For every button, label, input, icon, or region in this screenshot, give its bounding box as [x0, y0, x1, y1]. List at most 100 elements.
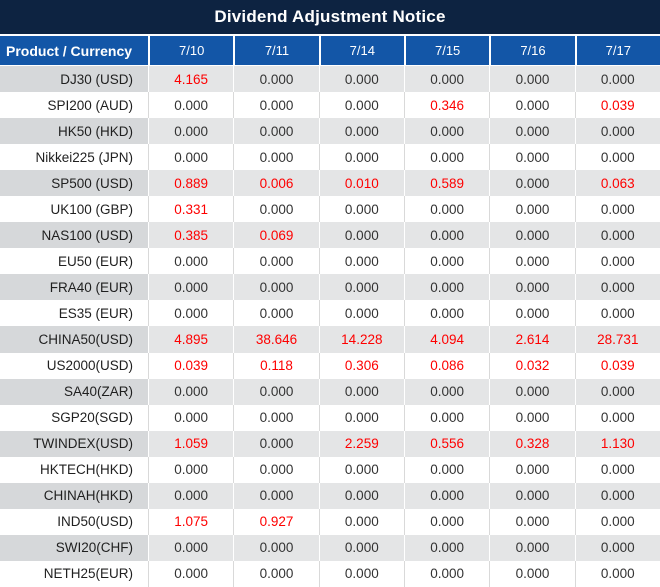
value-cell: 0.000 — [403, 300, 490, 327]
product-cell: EU50 (EUR) — [0, 248, 148, 275]
value-cell: 0.000 — [574, 404, 660, 431]
value-cell: 0.000 — [403, 66, 490, 93]
value-cell: 0.000 — [318, 534, 404, 561]
table-header: Product / Currency 7/10 7/11 7/14 7/15 7… — [0, 36, 660, 66]
product-cell: DJ30 (USD) — [0, 66, 148, 93]
value-cell: 0.000 — [489, 300, 575, 327]
value-cell: 0.039 — [574, 92, 660, 119]
value-cell: 0.000 — [489, 66, 575, 93]
value-cell: 0.000 — [318, 66, 404, 93]
product-cell: SWI20(CHF) — [0, 534, 148, 561]
value-cell: 0.000 — [574, 222, 660, 249]
table-row: SA40(ZAR) 0.000 0.000 0.000 0.000 0.000 0.000 — [0, 378, 660, 405]
value-cell: 0.306 — [318, 352, 404, 379]
value-cell: 0.000 — [489, 144, 575, 171]
value-cell: 0.000 — [489, 508, 575, 535]
value-cell: 0.000 — [489, 92, 575, 119]
value-cell: 4.165 — [148, 66, 234, 93]
value-cell: 0.006 — [233, 170, 319, 197]
table-row: CHINAH(HKD) 0.000 0.000 0.000 0.000 0.000 0.00… — [0, 482, 660, 509]
value-cell: 0.000 — [489, 274, 575, 301]
product-cell: UK100 (GBP) — [0, 196, 148, 223]
value-cell: 0.000 — [148, 274, 234, 301]
value-cell: 0.000 — [574, 560, 660, 587]
value-cell: 0.328 — [489, 430, 575, 457]
value-cell: 0.000 — [318, 560, 404, 587]
table-row: DJ30 (USD) 4.165 0.000 0.000 0.000 0.000 0.000 — [0, 66, 660, 93]
value-cell: 0.000 — [148, 560, 234, 587]
value-cell: 0.000 — [148, 300, 234, 327]
value-cell: 0.000 — [574, 274, 660, 301]
value-cell: 0.000 — [403, 144, 490, 171]
value-cell: 0.000 — [489, 404, 575, 431]
table-row: UK100 (GBP) 0.331 0.000 0.000 0.000 0.000 0.00… — [0, 196, 660, 223]
value-cell: 0.000 — [233, 144, 319, 171]
value-cell: 0.000 — [574, 248, 660, 275]
value-cell: 0.385 — [148, 222, 234, 249]
value-cell: 1.130 — [574, 430, 660, 457]
value-cell: 0.000 — [318, 456, 404, 483]
value-cell: 0.000 — [574, 300, 660, 327]
value-cell: 0.000 — [148, 456, 234, 483]
product-cell: NAS100 (USD) — [0, 222, 148, 249]
value-cell: 2.259 — [318, 430, 404, 457]
value-cell: 0.000 — [148, 144, 234, 171]
value-cell: 0.000 — [233, 248, 319, 275]
table-row: SP500 (USD) 0.889 0.006 0.010 0.589 0.000 0.06… — [0, 170, 660, 197]
value-cell: 0.000 — [489, 170, 575, 197]
product-cell: CHINA50(USD) — [0, 326, 148, 353]
product-cell: SGP20(SGD) — [0, 404, 148, 431]
value-cell: 0.000 — [318, 222, 404, 249]
table-row: HKTECH(HKD) 0.000 0.000 0.000 0.000 0.000 0.00… — [0, 456, 660, 483]
table-row: TWINDEX(USD) 1.059 0.000 2.259 0.556 0.328 1.1… — [0, 430, 660, 457]
table-body: DJ30 (USD) 4.165 0.000 0.000 0.000 0.000 0.000… — [0, 66, 660, 587]
value-cell: 0.000 — [233, 300, 319, 327]
table-row: ES35 (EUR) 0.000 0.000 0.000 0.000 0.000 0.000 — [0, 300, 660, 327]
table-row: EU50 (EUR) 0.000 0.000 0.000 0.000 0.000 0.000 — [0, 248, 660, 275]
value-cell: 0.000 — [233, 92, 319, 119]
product-currency-header: Product / Currency — [6, 42, 133, 59]
value-cell: 0.000 — [574, 534, 660, 561]
value-cell: 0.032 — [489, 352, 575, 379]
value-cell: 0.000 — [233, 534, 319, 561]
value-cell: 0.000 — [403, 118, 490, 145]
value-cell: 0.000 — [148, 404, 234, 431]
value-cell: 0.000 — [318, 92, 404, 119]
value-cell: 0.000 — [318, 508, 404, 535]
value-cell: 0.000 — [318, 144, 404, 171]
value-cell: 0.000 — [489, 196, 575, 223]
value-cell: 0.000 — [148, 482, 234, 509]
value-cell: 0.000 — [489, 482, 575, 509]
value-cell: 0.000 — [489, 222, 575, 249]
value-cell: 0.039 — [574, 352, 660, 379]
value-cell: 0.000 — [403, 508, 490, 535]
value-cell: 0.000 — [233, 196, 319, 223]
value-cell: 0.000 — [489, 248, 575, 275]
table-row: SGP20(SGD) 0.000 0.000 0.000 0.000 0.000 0.000 — [0, 404, 660, 431]
date-header-715: 7/15 — [403, 36, 489, 65]
product-cell: US2000(USD) — [0, 352, 148, 379]
value-cell: 0.000 — [148, 378, 234, 405]
value-cell: 0.889 — [148, 170, 234, 197]
table-row: CHINA50(USD) 4.895 38.646 14.228 4.094 2.614 2… — [0, 326, 660, 353]
table-row: IND50(USD) 1.075 0.927 0.000 0.000 0.000 0.000 — [0, 508, 660, 535]
value-cell: 0.000 — [233, 404, 319, 431]
value-cell: 0.927 — [233, 508, 319, 535]
value-cell: 0.000 — [574, 482, 660, 509]
value-cell: 0.589 — [403, 170, 490, 197]
value-cell: 0.000 — [233, 274, 319, 301]
date-header-717: 7/17 — [574, 36, 660, 65]
table-row: SWI20(CHF) 0.000 0.000 0.000 0.000 0.000 0.000 — [0, 534, 660, 561]
value-cell: 0.000 — [233, 378, 319, 405]
value-cell: 28.731 — [574, 326, 660, 353]
value-cell: 0.346 — [403, 92, 490, 119]
product-cell: Nikkei225 (JPN) — [0, 144, 148, 171]
value-cell: 0.000 — [489, 560, 575, 587]
value-cell: 0.000 — [318, 118, 404, 145]
value-cell: 4.895 — [148, 326, 234, 353]
value-cell: 0.000 — [574, 118, 660, 145]
value-cell: 0.000 — [489, 456, 575, 483]
product-cell: FRA40 (EUR) — [0, 274, 148, 301]
value-cell: 0.000 — [403, 274, 490, 301]
product-cell: NETH25(EUR) — [0, 560, 148, 587]
